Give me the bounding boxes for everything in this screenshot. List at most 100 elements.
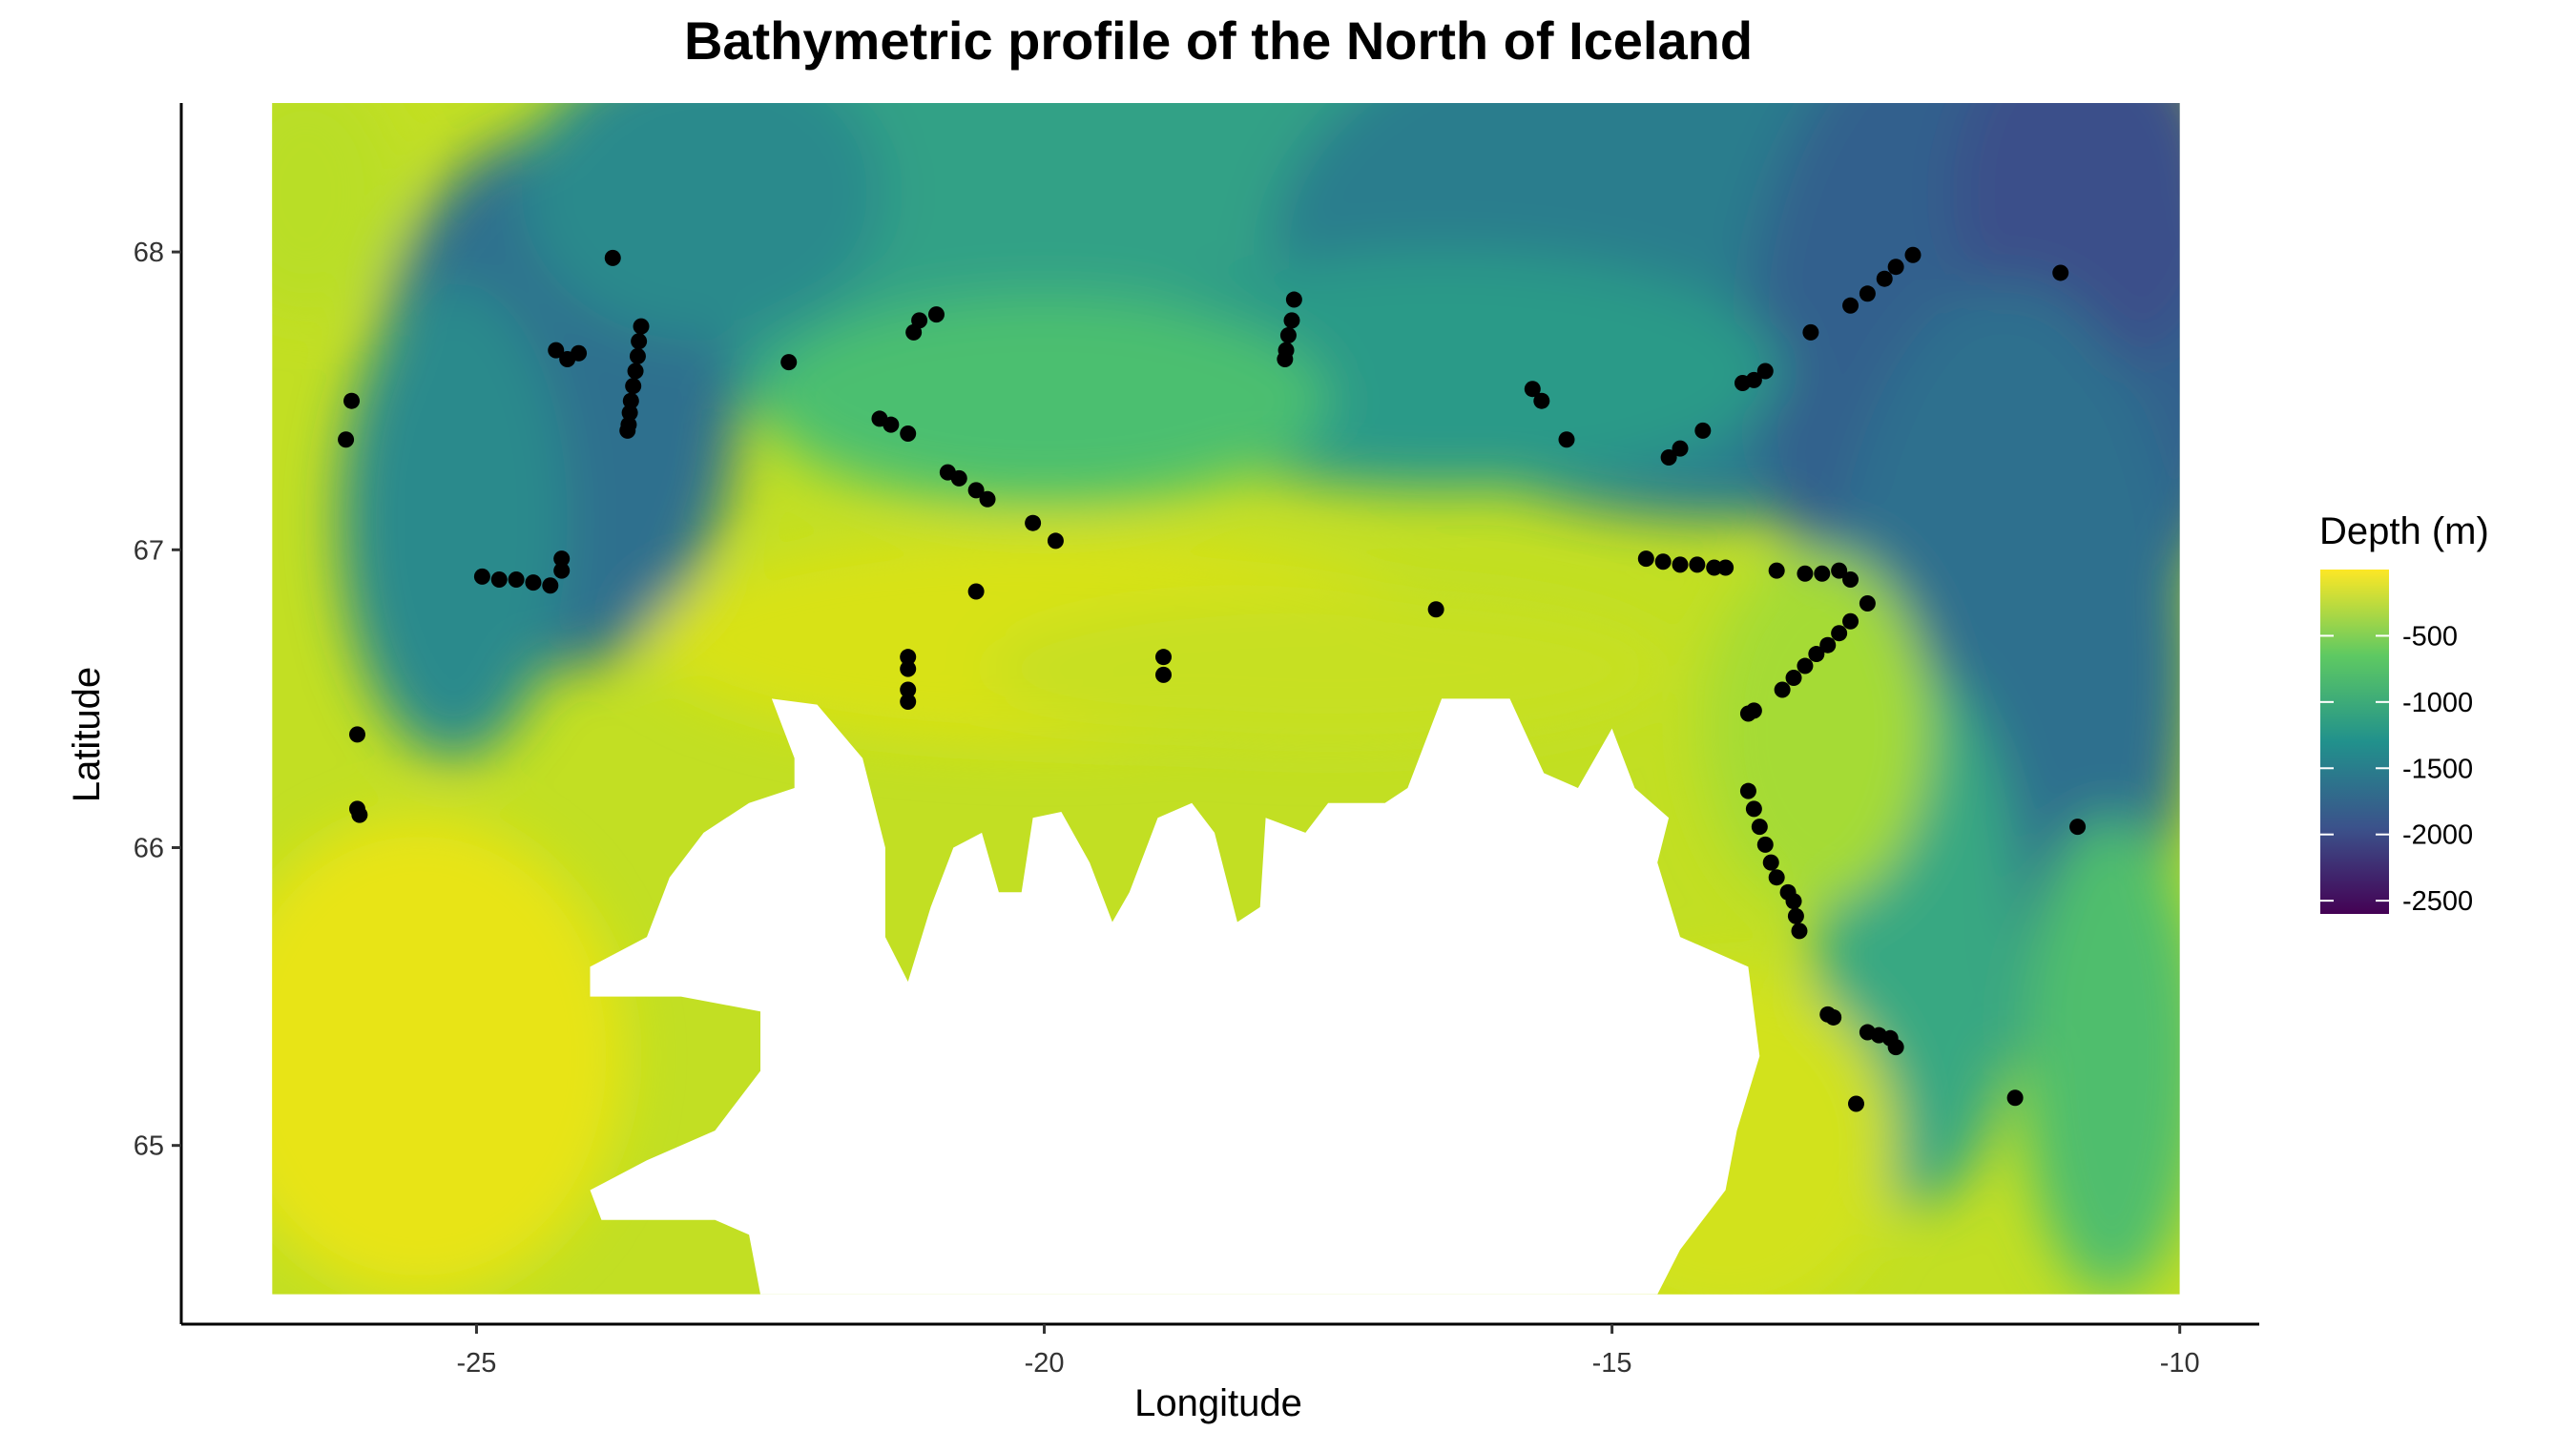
sample-point: [1524, 381, 1541, 398]
sample-point: [490, 571, 508, 589]
x-ticks: -25 -20 -15 -10: [456, 1324, 2200, 1379]
depth-region: [272, 818, 625, 1295]
sample-point: [900, 694, 917, 711]
sample-point: [1025, 514, 1042, 531]
sample-point: [473, 568, 490, 585]
sample-point: [619, 422, 636, 439]
sample-point: [1859, 594, 1876, 612]
sample-point: [1689, 556, 1706, 573]
sample-point: [548, 342, 565, 359]
sample-point: [1831, 625, 1848, 642]
legend-label: -2500: [2402, 886, 2473, 917]
sample-point: [1808, 646, 1825, 663]
sample-point: [950, 469, 967, 487]
sample-point: [1774, 681, 1791, 698]
legend-label: -1500: [2402, 754, 2473, 784]
depth-region: [987, 594, 1670, 744]
sample-point: [629, 347, 646, 364]
sample-point: [1904, 246, 1922, 263]
sample-point: [927, 306, 945, 323]
sample-point: [1285, 291, 1302, 308]
legend: Depth (m) -500 -1000 -1500 -2000 -2500: [2319, 510, 2489, 917]
sample-point: [343, 392, 361, 409]
sample-point: [1842, 297, 1859, 314]
sample-point: [621, 404, 638, 422]
sample-point: [1694, 422, 1712, 439]
x-tick-label: -25: [456, 1348, 496, 1379]
sample-point: [1154, 649, 1172, 666]
sample-point: [1654, 553, 1672, 570]
sample-point: [1533, 392, 1550, 409]
sample-point: [900, 660, 917, 677]
sample-points: [338, 246, 2087, 1112]
sample-point: [1717, 559, 1735, 576]
sample-point: [1785, 893, 1802, 910]
sample-point: [1887, 1039, 1904, 1056]
sample-point: [1558, 431, 1575, 448]
depth-region: [272, 103, 398, 312]
sample-point: [1762, 854, 1779, 871]
sample-point: [633, 318, 650, 335]
sample-point: [900, 425, 917, 443]
sample-point: [1887, 259, 1904, 276]
sample-point: [625, 378, 642, 395]
y-tick-label: 65: [134, 1131, 164, 1162]
legend-colorbar: [2320, 570, 2389, 914]
x-tick-label: -20: [1025, 1348, 1065, 1379]
sample-point: [1672, 440, 1689, 457]
y-tick-label: 67: [134, 535, 164, 566]
sample-point: [1802, 323, 1819, 341]
legend-label: -500: [2402, 621, 2458, 652]
sample-point: [1791, 923, 1808, 940]
sample-point: [1842, 612, 1859, 630]
sample-point: [627, 363, 644, 380]
sample-point: [1739, 782, 1756, 799]
sample-point: [1756, 363, 1774, 380]
depth-region: [1702, 550, 1930, 907]
sample-point: [553, 550, 571, 568]
depth-region: [759, 296, 1329, 506]
sample-point: [780, 354, 798, 371]
sample-point: [1876, 270, 1893, 287]
sample-point: [1660, 449, 1677, 467]
legend-label: -2000: [2402, 820, 2473, 851]
bathymetry-raster: [272, 103, 2180, 1295]
sample-point: [351, 806, 368, 823]
sample-point: [1768, 562, 1785, 579]
sample-point: [1672, 556, 1689, 573]
sample-point: [1427, 601, 1444, 618]
sample-point: [1047, 532, 1064, 550]
y-tick-label: 68: [134, 238, 164, 268]
sample-point: [979, 490, 996, 508]
legend-title: Depth (m): [2319, 510, 2489, 552]
sample-point: [553, 562, 571, 579]
sample-point: [542, 577, 559, 594]
sample-point: [1745, 371, 1762, 388]
legend-label: -1000: [2402, 688, 2473, 718]
sample-point: [883, 416, 900, 433]
sample-point: [1279, 327, 1297, 344]
sample-point: [1745, 800, 1762, 818]
sample-point: [1637, 550, 1654, 568]
sample-point: [1825, 1008, 1842, 1026]
x-tick-label: -10: [2160, 1348, 2200, 1379]
sample-point: [1847, 1095, 1864, 1112]
sample-point: [2052, 264, 2069, 281]
sample-point: [604, 249, 621, 266]
depth-region: [2021, 818, 2180, 1295]
sample-point: [1277, 350, 1294, 367]
iceland-land-mask: [590, 698, 1760, 1295]
depth-region: [522, 103, 885, 342]
sample-point: [900, 681, 917, 698]
sample-point: [1814, 565, 1831, 582]
x-tick-label: -15: [1592, 1348, 1632, 1379]
sample-point: [1859, 285, 1876, 302]
sample-point: [338, 431, 355, 448]
sample-point: [1797, 565, 1814, 582]
sample-point: [1154, 666, 1172, 683]
sample-point: [1787, 907, 1804, 924]
y-ticks: 65 66 67 68: [134, 238, 181, 1162]
sample-point: [1797, 657, 1814, 674]
axes: -25 -20 -15 -10 65 66 67 68: [134, 103, 2259, 1379]
sample-point: [911, 312, 928, 329]
